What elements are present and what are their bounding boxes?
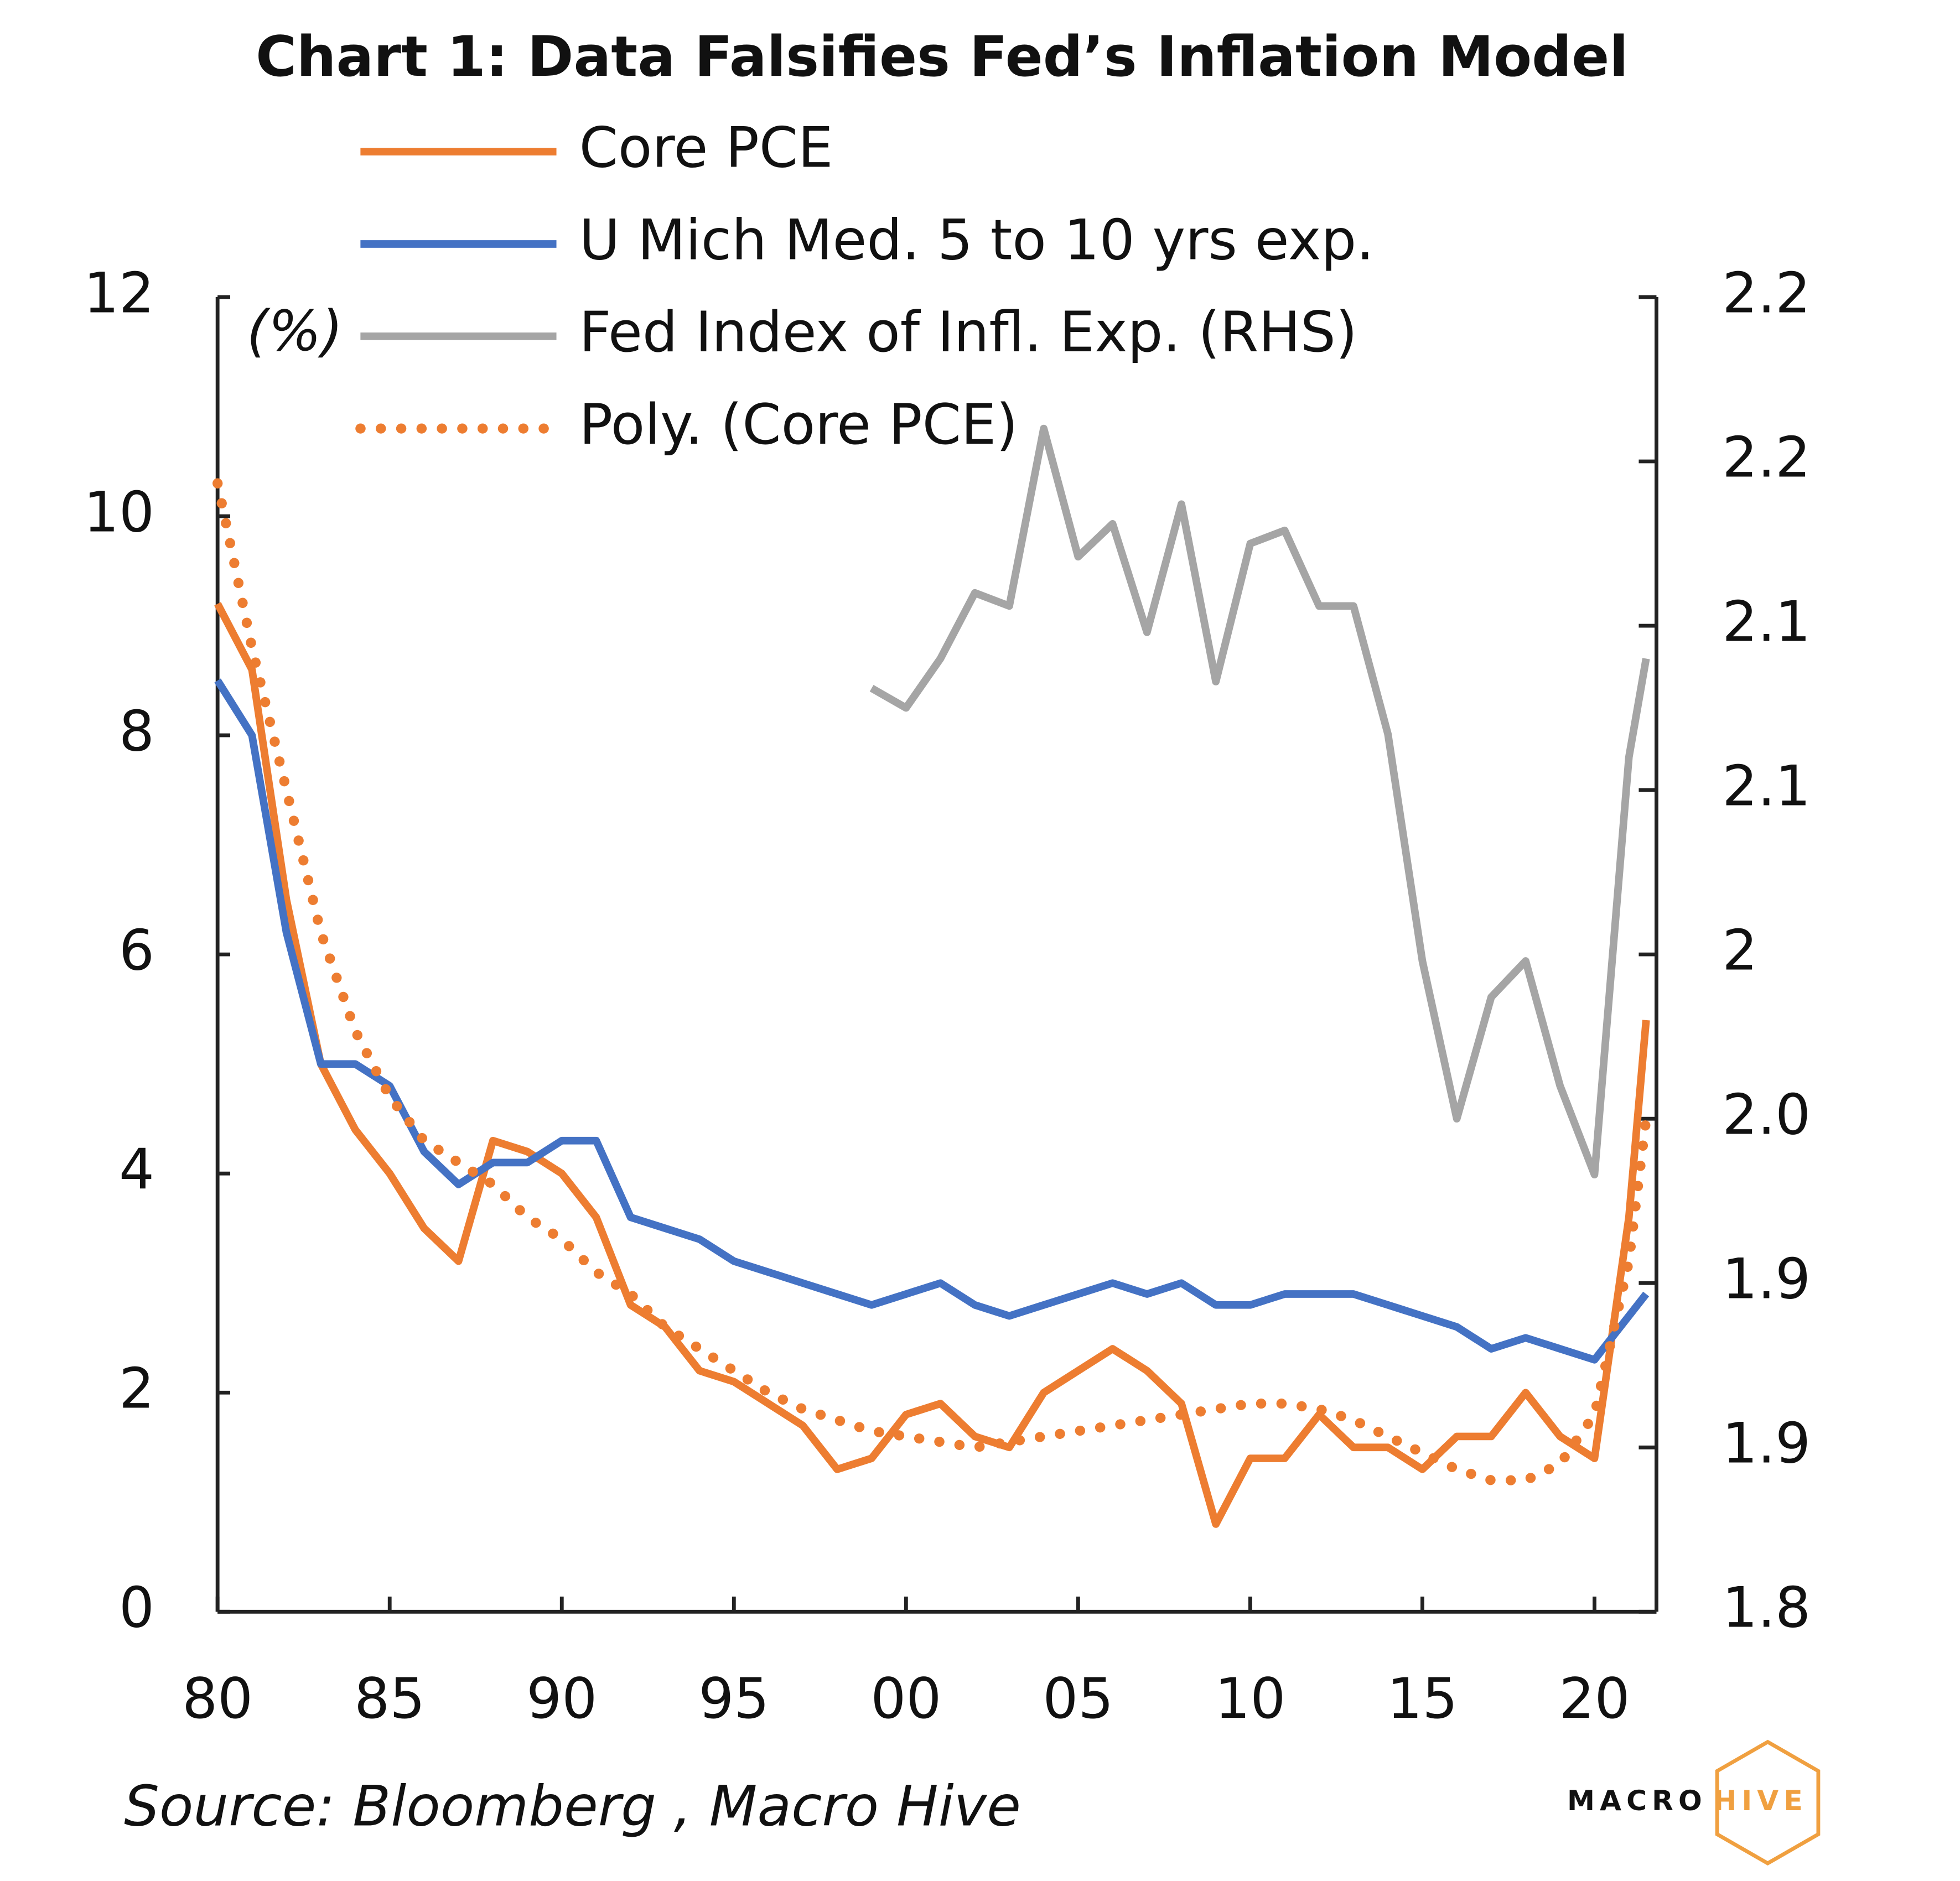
y-tick-label: 6 [119, 918, 154, 983]
x-tick-label: 20 [1559, 1666, 1630, 1731]
series-line [214, 678, 1650, 1364]
x-tick-label: 80 [182, 1666, 253, 1731]
source: Source: Bloomberg , Macro Hive [124, 1774, 1021, 1838]
y-tick-label: 12 [84, 261, 154, 325]
y2-tick-label: 1.9 [1722, 1247, 1811, 1312]
logo-text: MACRO [1567, 1784, 1707, 1817]
y2-tick-label: 2 [1722, 918, 1757, 983]
y2-tick-label: 2.1 [1722, 754, 1811, 818]
y-tick-label: 4 [119, 1137, 154, 1202]
x-tick-label: 15 [1387, 1666, 1458, 1731]
y2-tick-label: 1.8 [1722, 1576, 1811, 1640]
x-tick-label: 05 [1043, 1666, 1113, 1731]
y2-tick-label: 1.9 [1722, 1411, 1811, 1476]
y-tick-label: 10 [84, 480, 154, 544]
y-tick-label: 0 [119, 1576, 154, 1640]
unit-annotation: (%) [247, 299, 343, 363]
legend-label: Core PCE [579, 116, 833, 180]
x-tick-label: 90 [526, 1666, 597, 1731]
legend-label: Poly. (Core PCE) [579, 392, 1018, 457]
logo-hexagon [1715, 1739, 1821, 1866]
x-tick-label: 85 [354, 1666, 425, 1731]
y2-tick-label: 2.0 [1722, 1083, 1811, 1147]
legend-label: Fed Index of Infl. Exp. (RHS) [579, 300, 1357, 365]
legend-label: U Mich Med. 5 to 10 yrs exp. [579, 207, 1374, 272]
y-tick-label: 2 [119, 1357, 154, 1421]
x-tick-label: 00 [870, 1666, 941, 1731]
series-line [214, 602, 1650, 1528]
y2-tick-label: 2.2 [1722, 261, 1811, 325]
chart-title: Chart 1: Data Falsifies Fed’s Inflation … [256, 24, 1629, 89]
y-tick-label: 8 [119, 699, 154, 763]
y2-tick-label: 2.1 [1722, 589, 1811, 654]
series-line [869, 424, 1650, 1179]
y2-tick-label: 2.2 [1722, 425, 1811, 490]
logo-text: HIVE [1713, 1784, 1808, 1817]
series-line [212, 478, 1651, 1485]
x-tick-label: 10 [1215, 1666, 1285, 1731]
x-tick-label: 95 [698, 1666, 769, 1731]
